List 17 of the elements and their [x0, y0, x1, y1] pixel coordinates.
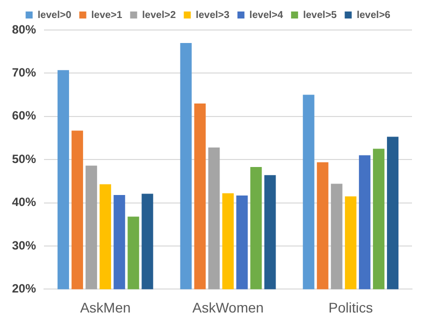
y-tick-label: 60% [12, 108, 36, 123]
legend-label: level>4 [249, 10, 284, 21]
y-tick-label: 20% [12, 282, 36, 296]
y-tick-label: 70% [12, 66, 36, 80]
legend-label: leve>1 [91, 10, 123, 21]
x-tick-label: AskMen [80, 299, 131, 316]
x-tick-label: AskWomen [192, 299, 264, 316]
legend-label: level>6 [356, 10, 391, 21]
x-tick-label: Politics [328, 299, 373, 316]
legend-label: level>5 [303, 10, 338, 21]
legend-label: level>0 [38, 10, 72, 21]
y-tick-label: 80% [12, 22, 36, 36]
y-tick-label: 30% [12, 238, 36, 252]
y-tick-label: 40% [12, 195, 36, 210]
legend-label: level>2 [142, 10, 176, 21]
y-tick-label: 50% [12, 152, 36, 166]
legend-label: level>3 [196, 10, 230, 21]
